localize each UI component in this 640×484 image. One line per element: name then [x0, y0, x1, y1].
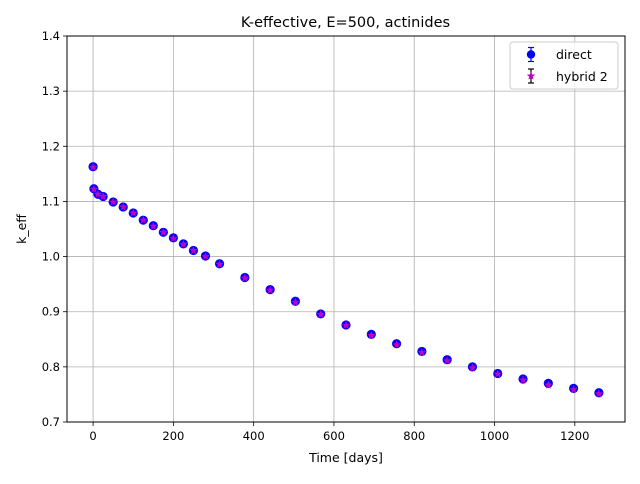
y-tick-label: 0.7 — [42, 415, 60, 429]
data-point-hybrid-2 — [119, 202, 128, 211]
legend-star-marker — [526, 71, 536, 80]
data-point-hybrid-2 — [108, 197, 118, 206]
y-tick-label: 1.4 — [42, 29, 60, 43]
x-tick-label: 200 — [162, 429, 184, 443]
data-point-hybrid-2 — [88, 162, 98, 171]
data-point-hybrid-2 — [518, 375, 528, 384]
data-point-hybrid-2 — [367, 331, 376, 339]
data-point-hybrid-2 — [98, 192, 108, 201]
data-point-hybrid-2 — [569, 385, 578, 394]
legend-entry-direct: direct — [526, 46, 592, 63]
x-tick-label: 800 — [403, 429, 425, 443]
data-point-hybrid-2 — [417, 348, 427, 357]
data-point-hybrid-2 — [468, 363, 477, 372]
legend-label-direct: direct — [556, 47, 592, 62]
x-tick-label: 1000 — [480, 429, 509, 443]
x-tick-label: 400 — [243, 429, 265, 443]
axis-ticks: 0 200 400 600 800 1000 1200 0.7 0.8 0.9 1.0 1.1 1.2 1… — [42, 29, 590, 443]
data-point-hybrid-2 — [291, 297, 300, 306]
data-point-hybrid-2 — [544, 380, 553, 389]
plot-frame — [66, 35, 626, 423]
y-tick-label: 0.9 — [42, 305, 60, 319]
data-point-hybrid-2 — [316, 310, 325, 319]
legend: direct hybrid 2 — [509, 41, 619, 90]
data-point-hybrid-2 — [89, 184, 99, 193]
legend-circle-marker — [526, 50, 536, 59]
data-point-hybrid-2 — [594, 389, 604, 398]
data-series — [88, 162, 604, 398]
data-point-hybrid-2 — [139, 215, 148, 224]
data-point-hybrid-2 — [149, 221, 158, 230]
data-point-hybrid-2 — [392, 340, 401, 349]
legend-entry-hybrid-2: hybrid 2 — [526, 68, 608, 84]
data-point-hybrid-2 — [169, 233, 178, 242]
y-tick-label: 1.3 — [42, 84, 60, 98]
chart-title: K-effective, E=500, actinides — [241, 15, 450, 31]
data-point-hybrid-2 — [179, 240, 188, 248]
series-hybrid-2 — [88, 162, 604, 398]
data-point-hybrid-2 — [201, 252, 210, 261]
data-point-hybrid-2 — [240, 273, 250, 282]
x-axis-label: Time [days] — [308, 450, 383, 465]
legend-box — [509, 41, 619, 90]
data-point-hybrid-2 — [129, 208, 138, 217]
legend-label-hybrid-2: hybrid 2 — [556, 69, 608, 84]
data-point-hybrid-2 — [493, 369, 502, 378]
x-tick-label: 600 — [323, 429, 345, 443]
data-point-hybrid-2 — [215, 259, 224, 268]
data-point-hybrid-2 — [341, 321, 351, 330]
x-tick-label: 0 — [89, 429, 96, 443]
data-point-hybrid-2 — [93, 189, 103, 198]
data-point-hybrid-2 — [265, 285, 275, 294]
data-point-hybrid-2 — [189, 246, 198, 255]
data-point-hybrid-2 — [159, 227, 168, 236]
y-tick-label: 1.0 — [42, 250, 60, 264]
y-tick-label: 1.1 — [42, 194, 60, 208]
data-point-hybrid-2 — [442, 356, 452, 365]
y-axis-label: k_eff — [14, 214, 29, 244]
y-tick-label: 0.8 — [42, 360, 60, 374]
x-tick-label: 1200 — [560, 429, 589, 443]
y-tick-label: 1.2 — [42, 139, 60, 153]
